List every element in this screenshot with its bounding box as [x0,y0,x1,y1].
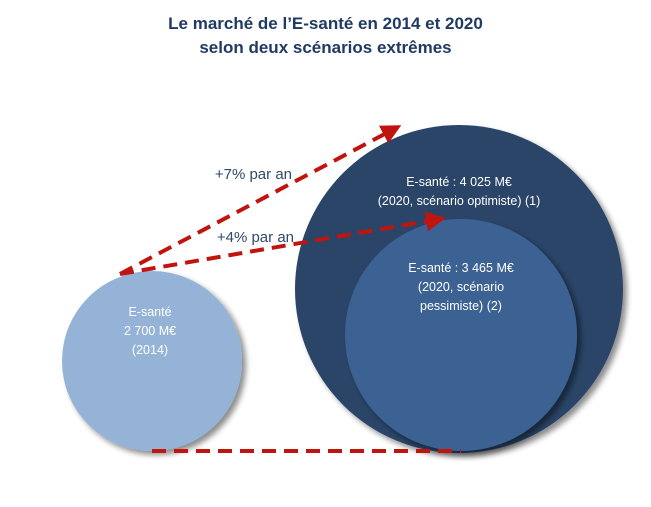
base-label-line-2: 2 700 M€ [124,324,176,338]
chart-title: Le marché de l’E-santé en 2014 et 2020 s… [0,12,651,60]
optimiste-label-line-1: E-santé : 4 025 M€ [406,175,512,189]
arrow-7pct [119,125,402,276]
bubble-2014 [62,271,242,451]
pessimiste-label-line-2: (2020, scénario [418,280,504,294]
optimiste-label-line-2: (2020, scénario optimiste) (1) [378,194,541,208]
pessimiste-label-line-1: E-santé : 3 465 M€ [408,261,514,275]
base-label-line-1: E-santé [128,305,171,319]
bubble-pessimiste [345,219,577,451]
growth-label-7pct: +7% par an [215,166,292,183]
growth-label-4pct: +4% par an [217,229,294,246]
chart-title-line-2: selon deux scénarios extrêmes [199,38,452,57]
pessimiste-label-line-3: pessimiste) (2) [420,299,502,313]
base-label-line-3: (2014) [132,343,168,357]
chart-title-line-1: Le marché de l’E-santé en 2014 et 2020 [168,14,483,33]
arrow-4pct [119,211,446,276]
